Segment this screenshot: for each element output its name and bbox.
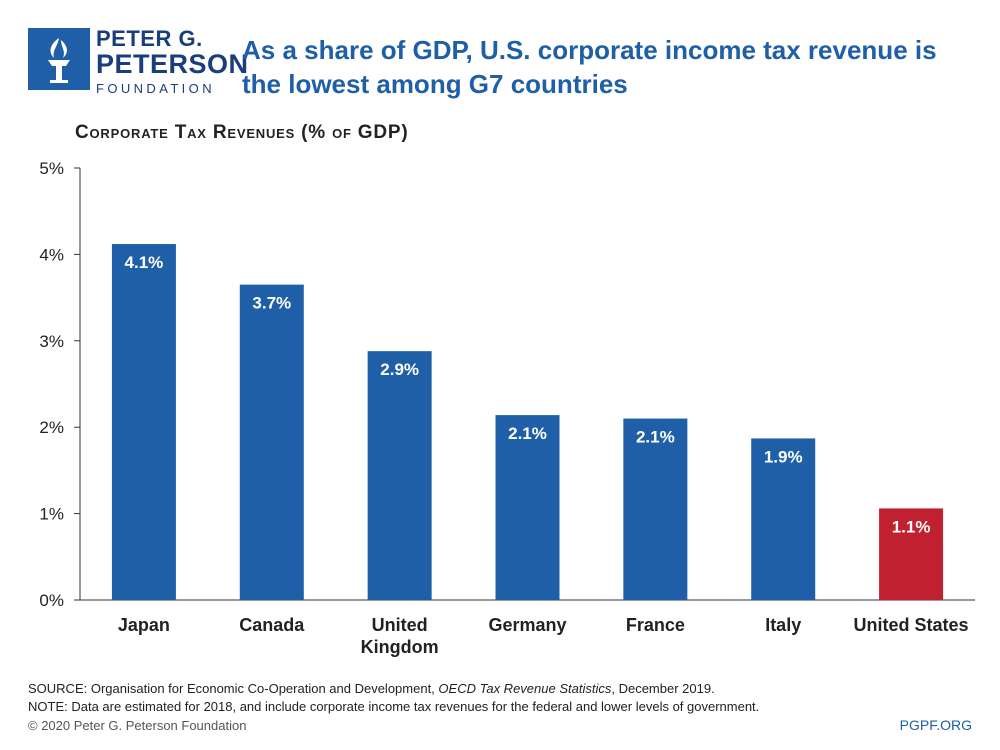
chart-title: Corporate Tax Revenues (% of GDP) <box>75 122 409 143</box>
y-tick-label: 2% <box>39 418 64 437</box>
torch-logo-icon <box>28 28 90 90</box>
data-label: 1.1% <box>892 517 931 536</box>
copyright: © 2020 Peter G. Peterson Foundation <box>28 718 247 733</box>
bar <box>495 415 560 600</box>
data-label: 2.1% <box>636 428 675 447</box>
logo-line1: PETER G. <box>96 26 203 51</box>
bar <box>623 418 688 600</box>
x-tick-label: United States <box>854 615 969 635</box>
bar <box>239 284 304 600</box>
y-tick-label: 5% <box>39 159 64 178</box>
source-note: SOURCE: Organisation for Economic Co-Ope… <box>28 681 715 696</box>
x-tick-label: United <box>372 615 428 635</box>
page-headline: As a share of GDP, U.S. corporate income… <box>242 35 937 99</box>
data-note: NOTE: Data are estimated for 2018, and i… <box>28 699 760 714</box>
y-tick-label: 1% <box>39 505 64 524</box>
x-tick-label: Canada <box>239 615 305 635</box>
bar <box>367 351 432 600</box>
logo-line3: FOUNDATION <box>96 81 215 96</box>
pgpf-logo: PETER G. PETERSON FOUNDATION <box>28 28 248 98</box>
x-tick-label: Italy <box>765 615 801 635</box>
bar <box>751 438 816 600</box>
y-tick-label: 0% <box>39 591 64 610</box>
data-label: 1.9% <box>764 447 803 466</box>
x-tick-label: Japan <box>118 615 170 635</box>
x-tick-label: France <box>626 615 685 635</box>
data-label: 2.1% <box>508 424 547 443</box>
x-tick-label: Germany <box>488 615 566 635</box>
y-tick-label: 4% <box>39 245 64 264</box>
bar <box>111 244 176 601</box>
logo-line2: PETERSON <box>96 49 249 79</box>
data-label: 3.7% <box>252 294 291 313</box>
logo-wordmark: PETER G. PETERSON FOUNDATION <box>96 26 249 97</box>
source-prefix: SOURCE: Organisation for Economic Co-Ope… <box>28 681 439 696</box>
y-tick-label: 3% <box>39 332 64 351</box>
source-title: OECD Tax Revenue Statistics <box>438 681 612 696</box>
data-label: 4.1% <box>125 253 164 272</box>
data-label: 2.9% <box>380 360 419 379</box>
bar-chart: 0% 1% 2% 3% 4% 5% 4.1% Japan 3.7% Canada 2.9% Unite… <box>39 159 975 657</box>
source-suffix: , December 2019. <box>611 681 715 696</box>
bar <box>879 508 944 600</box>
site-link[interactable]: PGPF.ORG <box>899 717 972 733</box>
x-tick-label: Kingdom <box>361 637 439 657</box>
